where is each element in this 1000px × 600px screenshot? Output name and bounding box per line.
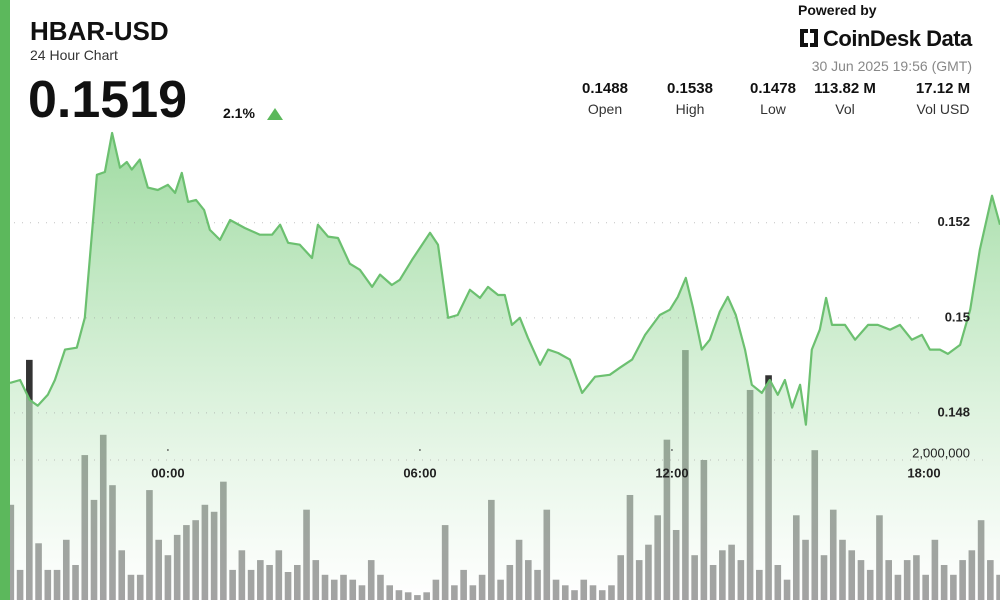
stat-value: 0.1488 xyxy=(582,80,628,97)
stat: 0.1478 Low xyxy=(728,80,818,117)
x-tick-label: 18:00 xyxy=(907,465,940,480)
stat-value: 17.12 M xyxy=(915,80,971,97)
stat-value: 0.1478 xyxy=(750,80,796,97)
brand-name: CoinDesk Data xyxy=(823,26,972,51)
change: 2.1% xyxy=(223,105,255,121)
stat-value: 0.1538 xyxy=(667,80,713,97)
stat: 113.82 M Vol xyxy=(800,80,890,117)
stat-label: Open xyxy=(587,101,623,117)
stat: 0.1538 High xyxy=(645,80,735,117)
y2-tick-label: 2,000,000 xyxy=(912,445,970,460)
x-tick-label: 12:00 xyxy=(655,465,688,480)
accent-bar xyxy=(0,0,10,600)
price-line xyxy=(9,131,1000,426)
brand-logo xyxy=(800,29,818,47)
up-arrow xyxy=(267,108,283,120)
stat-label: Vol xyxy=(835,101,855,117)
current-price: 0.1519 xyxy=(28,71,188,129)
x-tick-label: 06:00 xyxy=(403,465,436,480)
stat-label: Vol USD xyxy=(916,101,970,117)
price-area xyxy=(10,133,1000,600)
timestamp: 30 Jun 2025 19:56 (GMT) xyxy=(811,58,972,74)
stat-label: Low xyxy=(760,101,786,117)
subtitle: 24 Hour Chart xyxy=(30,47,118,63)
stat-label: High xyxy=(675,101,705,117)
powered-by: Powered by xyxy=(798,2,877,18)
y-tick-label: 0.15 xyxy=(945,309,970,324)
y-tick-label: 0.148 xyxy=(937,404,970,419)
pair-title: HBAR-USD xyxy=(30,16,169,46)
x-tick-label: 00:00 xyxy=(151,465,184,480)
stat: 0.1488 Open xyxy=(560,80,650,117)
stat-value: 113.82 M xyxy=(814,80,876,97)
stat: 17.12 M Vol USD xyxy=(898,80,988,117)
y-tick-label: 0.152 xyxy=(937,214,970,229)
